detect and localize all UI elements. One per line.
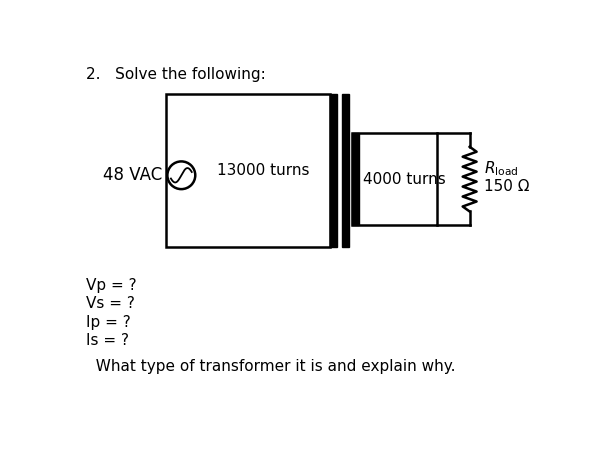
Text: 4000 turns: 4000 turns (363, 171, 446, 186)
Bar (330, 95, 337, 247)
Text: $R_{\mathrm{load}}$: $R_{\mathrm{load}}$ (484, 159, 518, 178)
Text: Vp = ?: Vp = ? (86, 278, 137, 293)
Text: Vs = ?: Vs = ? (86, 296, 135, 311)
Text: Is = ?: Is = ? (86, 333, 129, 348)
Text: 48 VAC: 48 VAC (103, 166, 162, 184)
Bar (352, 133, 359, 226)
Text: 150 Ω: 150 Ω (484, 179, 529, 194)
Text: Ip = ?: Ip = ? (86, 315, 131, 329)
Text: 2.   Solve the following:: 2. Solve the following: (86, 67, 266, 82)
Bar (342, 95, 349, 247)
Text: 13000 turns: 13000 turns (217, 163, 310, 178)
Text: What type of transformer it is and explain why.: What type of transformer it is and expla… (86, 359, 456, 374)
